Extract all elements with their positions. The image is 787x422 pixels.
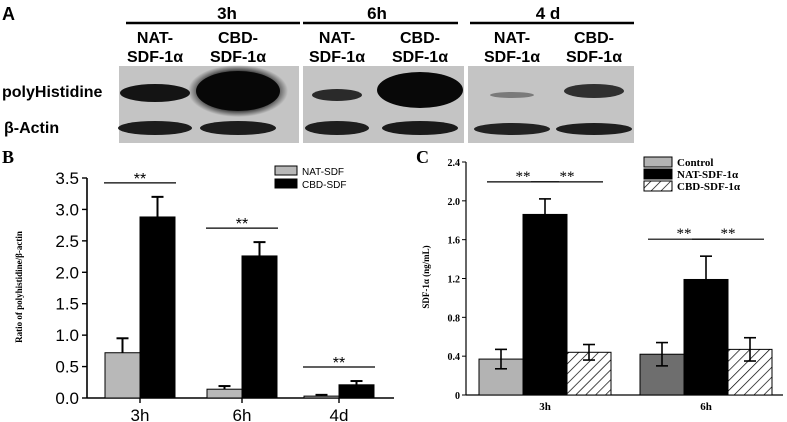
panel-a-label: A <box>2 4 15 24</box>
y-tick-label: 1.0 <box>55 326 79 345</box>
legend-label: CBD-SDF <box>302 180 346 191</box>
lane-label-cbd-6h: CBD-SDF-1α <box>392 30 448 66</box>
legend-swatch <box>643 156 673 168</box>
x-tick-label: 3h <box>539 401 551 413</box>
bar-cbd-sdf-3h <box>139 216 176 399</box>
panel-c-bars: ** ** ** ** <box>478 169 773 396</box>
bar-cbd-sdf-1α-3h <box>566 351 612 396</box>
panel-a-group-4d: 4 d NAT-SDF-1α CBD-SDF-1α <box>470 4 634 66</box>
panel-a-group-3h: 3h NAT-SDF-1α CBD-SDF-1α <box>126 4 300 66</box>
panel-b-y-axis-label: Ratio of polyhistidine/β-actin <box>14 231 24 343</box>
significance-marker: ** <box>134 171 146 188</box>
bar-nat-sdf-6h <box>206 388 243 399</box>
y-tick-label: 0.0 <box>55 389 79 408</box>
panel-b-bars: ** ** ** <box>104 171 375 399</box>
lane-label-cbd-4d: CBD-SDF-1α <box>566 30 622 66</box>
lane-label-cbd-3h: CBD-SDF-1α <box>210 30 266 66</box>
lane-label-nat-3h: NAT-SDF-1α <box>127 30 183 66</box>
y-tick-label: 1.6 <box>448 236 461 247</box>
panel-b-legend: NAT-SDF CBD-SDF <box>274 165 346 191</box>
blot-polyhistidine <box>119 65 634 118</box>
y-tick-label: 1.5 <box>55 295 79 314</box>
significance-marker: ** <box>677 226 692 242</box>
lane-label-nat-6h: NAT-SDF-1α <box>309 30 365 66</box>
y-tick-label: 3.5 <box>55 169 79 188</box>
panel-c-y-axis-label: SDF-1α (ng/mL) <box>421 245 431 308</box>
bar-cbd-sdf-4d <box>338 384 375 399</box>
row-label-polyhistidine: polyHistidine <box>2 84 103 101</box>
panel-b-chart: B Ratio of polyhistidine/β-actin 0.0 0.5 1… <box>2 147 394 422</box>
y-tick-label: 2.0 <box>55 263 79 282</box>
lane-label-nat-4d: NAT-SDF-1α <box>484 30 540 66</box>
panel-c-chart: C SDF-1α (ng/mL) 0 0.4 0.8 1.2 1.6 2.0 2.4 3h 6h… <box>416 147 783 413</box>
bar-nat-sdf-1α-3h <box>522 213 568 396</box>
legend-swatch <box>643 168 673 180</box>
time-label-6h: 6h <box>367 4 387 23</box>
significance-marker: ** <box>516 169 531 185</box>
legend-swatch <box>643 180 673 192</box>
significance-marker: ** <box>560 169 575 185</box>
panel-a: A 3h NAT-SDF-1α CBD-SDF-1α 6h NAT-SDF-1α… <box>2 4 634 143</box>
time-label-4d: 4 d <box>536 4 561 23</box>
y-tick-label: 0.4 <box>448 352 461 363</box>
x-tick-label: 3h <box>131 406 150 422</box>
bar-nat-sdf-3h <box>104 352 141 399</box>
panel-b-label: B <box>2 147 14 167</box>
y-tick-label: 3.0 <box>55 200 79 219</box>
significance-marker: ** <box>333 355 345 372</box>
legend-swatch-nat-sdf <box>274 165 298 176</box>
row-label-beta-actin: β-Actin <box>4 120 59 137</box>
significance-marker: ** <box>236 216 248 233</box>
significance-marker: ** <box>721 226 736 242</box>
y-tick-label: 2.5 <box>55 232 79 251</box>
bar-cbd-sdf-6h <box>241 255 278 399</box>
y-tick-label: 2.4 <box>448 158 461 169</box>
y-tick-label: 2.0 <box>448 197 461 208</box>
legend-label: Control <box>677 157 713 169</box>
x-tick-label: 4d <box>330 406 349 422</box>
y-tick-label: 0.8 <box>448 313 461 324</box>
panel-a-group-6h: 6h NAT-SDF-1α CBD-SDF-1α <box>303 4 458 66</box>
x-tick-label: 6h <box>233 406 252 422</box>
bar-nat-sdf-4d <box>303 395 340 399</box>
y-tick-label: 1.2 <box>448 275 461 286</box>
legend-label: NAT-SDF-1α <box>677 169 739 181</box>
legend-label: CBD-SDF-1α <box>677 181 741 193</box>
y-tick-label: 0.5 <box>55 358 79 377</box>
x-tick-label: 6h <box>700 401 712 413</box>
time-label-3h: 3h <box>217 4 237 23</box>
y-tick-label: 0 <box>455 391 460 402</box>
blot-beta-actin <box>118 117 634 143</box>
legend-swatch-cbd-sdf <box>274 178 298 189</box>
legend-label: NAT-SDF <box>302 167 344 178</box>
panel-c-label: C <box>416 147 429 167</box>
